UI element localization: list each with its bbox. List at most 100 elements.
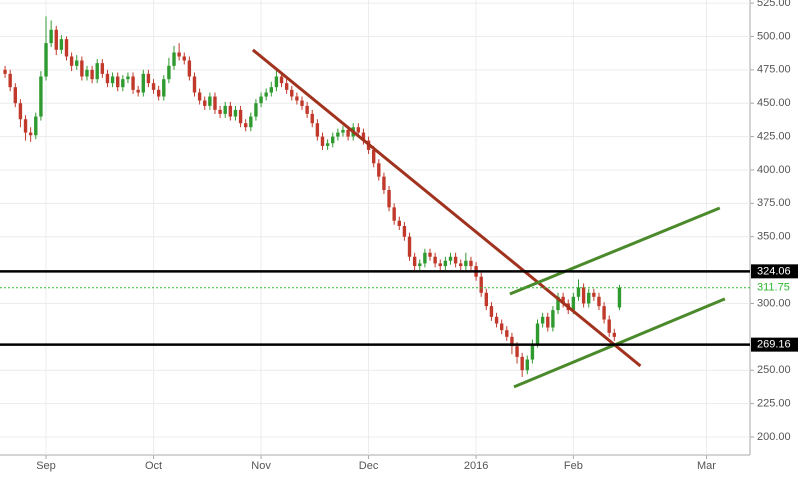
level-label: 324.06 xyxy=(757,265,791,277)
candle-body xyxy=(213,96,217,110)
candle-body xyxy=(264,92,268,97)
y-tick-label: 375.00 xyxy=(757,197,791,209)
candle-body xyxy=(371,149,376,164)
candle-body xyxy=(75,60,79,66)
candle-body xyxy=(325,143,330,146)
y-tick-label: 525.00 xyxy=(757,0,791,9)
candle-body xyxy=(290,89,294,97)
candle-body xyxy=(315,123,320,137)
candle-body xyxy=(551,310,555,328)
candle-body xyxy=(581,287,586,304)
candle-body xyxy=(453,256,458,264)
candle-body xyxy=(377,163,381,177)
candle-body xyxy=(105,73,110,84)
candle-body xyxy=(177,52,181,57)
candle-body xyxy=(505,330,509,337)
candle-body xyxy=(571,296,576,311)
candle-body xyxy=(3,69,7,74)
candle-body xyxy=(192,76,197,93)
candle-body xyxy=(80,60,84,77)
trend-line xyxy=(513,297,726,389)
candle-body xyxy=(392,207,396,221)
candle-body xyxy=(13,87,17,104)
candle-body xyxy=(438,263,442,267)
candle-body xyxy=(126,76,130,80)
x-tick-label: 2016 xyxy=(464,460,488,472)
candle-body xyxy=(607,319,611,333)
candle-body xyxy=(44,43,48,77)
candle-body xyxy=(172,52,176,66)
candle-body xyxy=(300,100,304,106)
candle-body xyxy=(254,103,258,117)
candle-body xyxy=(110,76,115,84)
candle-body xyxy=(331,136,335,144)
candle-body xyxy=(64,39,69,57)
candle-body xyxy=(402,226,407,237)
candle-body xyxy=(479,276,483,293)
trend-line xyxy=(251,48,642,368)
candle-body xyxy=(228,105,233,117)
x-tick-label: Feb xyxy=(564,460,583,472)
candle-body xyxy=(540,316,545,324)
candle-body xyxy=(49,29,53,44)
candle-body xyxy=(443,260,448,267)
candle-body xyxy=(305,105,309,114)
candle-body xyxy=(418,263,422,267)
candle-body xyxy=(238,109,243,124)
candle-body xyxy=(218,109,222,114)
y-tick-label: 475.00 xyxy=(757,64,791,76)
candle-body xyxy=(151,83,156,90)
candle-body xyxy=(23,119,28,133)
candle-body xyxy=(336,132,340,137)
candle-body xyxy=(448,256,453,261)
candle-body xyxy=(412,256,417,267)
candle-body xyxy=(187,60,192,77)
candle-body xyxy=(141,73,145,93)
y-tick-label: 350.00 xyxy=(757,231,791,243)
candle-body xyxy=(85,69,89,77)
candle-body xyxy=(617,287,622,308)
level-label: 311.75 xyxy=(757,282,790,294)
candle-body xyxy=(535,323,540,344)
candle-body xyxy=(597,296,601,307)
candle-body xyxy=(115,76,120,88)
level-label-box xyxy=(751,337,798,352)
candle-body xyxy=(310,113,314,124)
candle-body xyxy=(433,256,437,264)
candle-body xyxy=(233,109,238,117)
candle-body xyxy=(561,296,565,304)
candle-body xyxy=(279,76,284,84)
candle-body xyxy=(8,73,12,88)
x-tick-label: Oct xyxy=(145,460,162,472)
candle-body xyxy=(197,92,202,101)
candle-body xyxy=(100,63,105,74)
candle-body xyxy=(203,100,207,106)
candle-body xyxy=(520,356,524,371)
candle-body xyxy=(243,123,248,128)
level-label-box xyxy=(751,264,798,279)
level-label: 269.16 xyxy=(757,339,791,351)
candle-body xyxy=(341,129,345,133)
candle-body xyxy=(459,263,463,267)
y-tick-label: 225.00 xyxy=(757,398,791,410)
candle-body xyxy=(121,79,125,88)
candle-body xyxy=(136,89,140,93)
y-tick-label: 425.00 xyxy=(757,130,791,142)
candle-body xyxy=(34,116,38,136)
candle-body xyxy=(469,260,473,267)
candle-body xyxy=(90,69,94,80)
candle-body xyxy=(602,306,606,320)
candle-body xyxy=(592,292,596,297)
candle-body xyxy=(428,252,432,257)
x-tick-label: Nov xyxy=(251,460,271,472)
y-tick-label: 450.00 xyxy=(757,97,791,109)
candle-body xyxy=(407,236,412,257)
x-tick-label: Dec xyxy=(359,460,379,472)
candle-body xyxy=(587,292,591,304)
candle-body xyxy=(156,89,161,97)
y-tick-label: 300.00 xyxy=(757,297,791,309)
y-tick-label: 400.00 xyxy=(757,164,791,176)
candle-body xyxy=(59,39,64,50)
